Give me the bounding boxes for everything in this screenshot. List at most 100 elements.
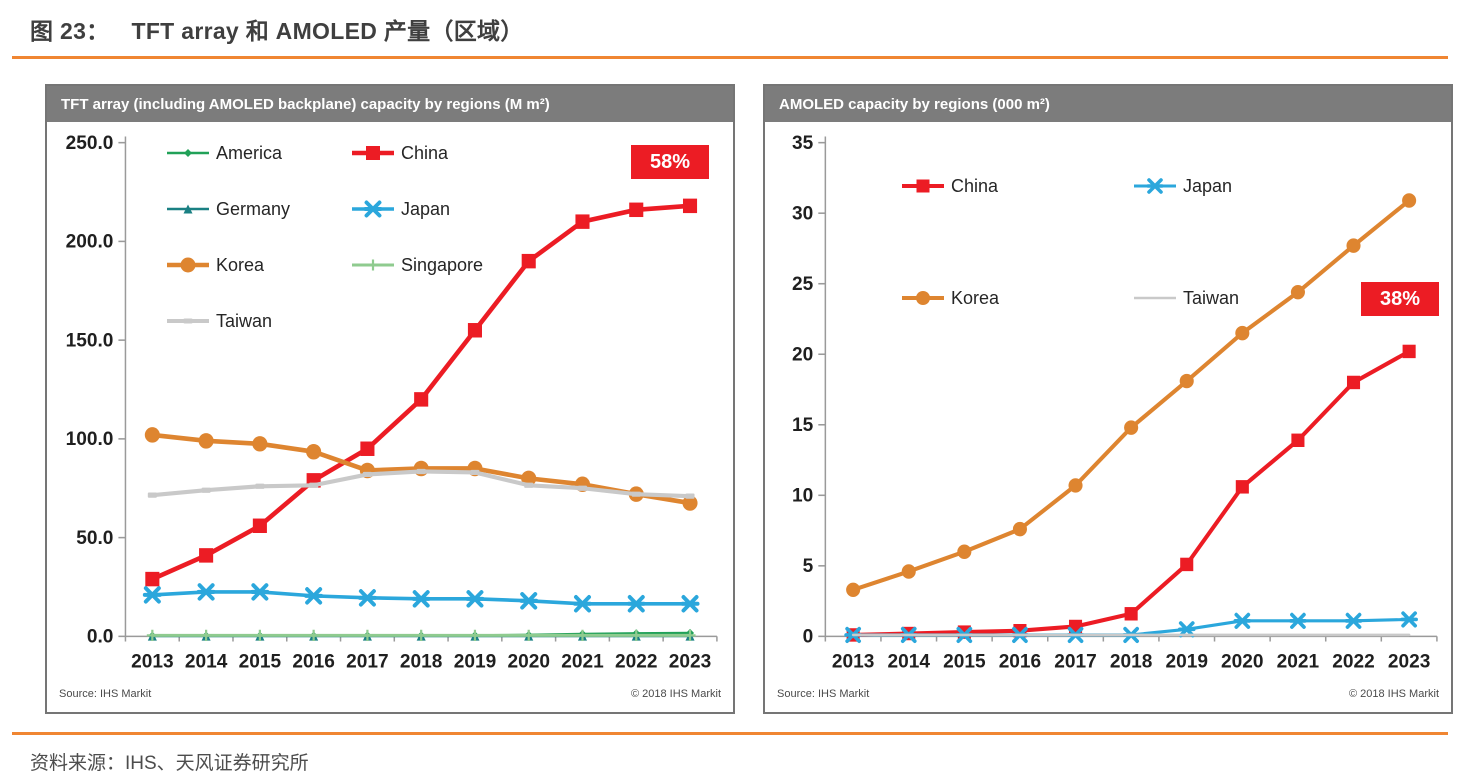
legend-item-korea: Korea bbox=[900, 287, 1132, 309]
line-chart-left: 0.0 50.0 100.0 150.0 200.0 250.0 2013 2014 2015 2… bbox=[66, 132, 718, 673]
legend-marker-america bbox=[167, 149, 209, 157]
legend-right: China Japan Korea Taiwan bbox=[900, 175, 1239, 309]
source-note: Source: IHS Markit bbox=[777, 688, 870, 700]
legend-label: Japan bbox=[1183, 175, 1233, 196]
title-divider bbox=[12, 56, 1448, 59]
legend-marker-china bbox=[902, 179, 944, 193]
legend-item-taiwan: Taiwan bbox=[165, 310, 350, 332]
legend-label: China bbox=[951, 175, 999, 196]
series-japan bbox=[142, 583, 700, 613]
amoled-chart-panel: AMOLED capacity by regions (000 m²) 0 5 10… bbox=[763, 84, 1453, 714]
legend-item-america: America bbox=[165, 142, 350, 164]
svg-text:30: 30 bbox=[792, 202, 813, 224]
svg-text:250.0: 250.0 bbox=[66, 132, 114, 154]
svg-text:2023: 2023 bbox=[1388, 650, 1431, 672]
svg-text:200.0: 200.0 bbox=[66, 230, 114, 252]
svg-text:50.0: 50.0 bbox=[76, 527, 113, 549]
legend-label: Japan bbox=[401, 198, 451, 219]
svg-text:2015: 2015 bbox=[239, 650, 282, 672]
svg-text:35: 35 bbox=[792, 132, 813, 154]
series-china bbox=[846, 344, 1416, 642]
svg-text:2013: 2013 bbox=[131, 650, 174, 672]
svg-text:2013: 2013 bbox=[832, 650, 875, 672]
legend-marker-taiwan bbox=[167, 318, 209, 324]
svg-text:2018: 2018 bbox=[1110, 650, 1153, 672]
svg-text:2020: 2020 bbox=[1221, 650, 1264, 672]
copyright-note: © 2018 IHS Markit bbox=[1348, 688, 1439, 700]
legend-label: Taiwan bbox=[1183, 287, 1240, 308]
legend-item-germany: Germany bbox=[165, 198, 350, 220]
legend-left: America China Germany Japan Korea Singapore Ta… bbox=[165, 142, 483, 332]
legend-marker-singapore bbox=[352, 259, 394, 271]
svg-text:2021: 2021 bbox=[1277, 650, 1320, 672]
figure-label: 图 23： bbox=[30, 18, 110, 44]
legend-label: America bbox=[216, 142, 283, 163]
legend-item-china: China bbox=[350, 142, 483, 164]
svg-text:2015: 2015 bbox=[943, 650, 986, 672]
chart-title-left: TFT array (including AMOLED backplane) c… bbox=[47, 86, 733, 122]
svg-text:100.0: 100.0 bbox=[66, 428, 114, 450]
legend-marker-taiwan bbox=[1134, 296, 1176, 300]
charts-row: TFT array (including AMOLED backplane) c… bbox=[45, 84, 1460, 714]
axis-labels: 0 5 10 15 20 25 30 35 2013 2014 2015 2016 2017 2018 20… bbox=[792, 132, 1431, 673]
svg-text:2017: 2017 bbox=[346, 650, 389, 672]
svg-text:0: 0 bbox=[803, 625, 814, 647]
legend-marker-korea bbox=[167, 257, 209, 273]
legend-item-singapore: Singapore bbox=[350, 254, 483, 276]
legend-label: Germany bbox=[216, 198, 291, 219]
caption-divider bbox=[12, 732, 1448, 735]
legend-label: Taiwan bbox=[216, 310, 273, 331]
legend-item-japan: Japan bbox=[350, 198, 483, 220]
legend-marker-china bbox=[352, 146, 394, 160]
svg-text:2017: 2017 bbox=[1054, 650, 1097, 672]
source-caption: 资料来源：IHS、天风证券研究所 bbox=[30, 753, 309, 774]
svg-text:2018: 2018 bbox=[400, 650, 443, 672]
line-chart-right: 0 5 10 15 20 25 30 35 2013 2014 2015 2016 2017 2018 20… bbox=[792, 132, 1438, 673]
legend-label: Singapore bbox=[401, 254, 484, 275]
svg-text:2022: 2022 bbox=[615, 650, 658, 672]
legend-marker-korea bbox=[902, 291, 944, 305]
legend-marker-japan bbox=[1134, 178, 1176, 194]
axis-labels: 0.0 50.0 100.0 150.0 200.0 250.0 2013 2014 2015 2… bbox=[66, 132, 712, 673]
svg-text:2019: 2019 bbox=[1165, 650, 1208, 672]
legend-label: Korea bbox=[216, 254, 265, 275]
series-singapore bbox=[146, 629, 696, 642]
plot-area-right: 0 5 10 15 20 25 30 35 2013 2014 2015 2016 2017 2018 20… bbox=[765, 122, 1451, 688]
copyright-note: © 2018 IHS Markit bbox=[630, 688, 721, 700]
tft-array-chart-panel: TFT array (including AMOLED backplane) c… bbox=[45, 84, 735, 714]
svg-text:2022: 2022 bbox=[1332, 650, 1375, 672]
svg-text:150.0: 150.0 bbox=[66, 329, 114, 351]
svg-text:2019: 2019 bbox=[454, 650, 497, 672]
legend-label: China bbox=[401, 142, 449, 163]
svg-text:2016: 2016 bbox=[292, 650, 335, 672]
svg-text:0.0: 0.0 bbox=[87, 625, 114, 647]
svg-text:2016: 2016 bbox=[999, 650, 1042, 672]
svg-text:2021: 2021 bbox=[561, 650, 604, 672]
chart-footer-right: Source: IHS Markit © 2018 IHS Markit bbox=[765, 688, 1451, 712]
source-note: Source: IHS Markit bbox=[59, 688, 152, 700]
legend-item-taiwan: Taiwan bbox=[1132, 287, 1239, 309]
page-title: 图 23： TFT array 和 AMOLED 产量（区域） bbox=[0, 0, 1460, 46]
series-korea bbox=[846, 193, 1417, 598]
china-share-badge-right: 38% bbox=[1360, 282, 1439, 316]
legend-item-japan: Japan bbox=[1132, 175, 1239, 197]
chart-title-right: AMOLED capacity by regions (000 m²) bbox=[765, 86, 1451, 122]
svg-text:2023: 2023 bbox=[669, 650, 712, 672]
china-share-badge-left: 58% bbox=[630, 145, 709, 179]
svg-text:25: 25 bbox=[792, 273, 813, 295]
legend-marker-germany bbox=[167, 204, 209, 214]
svg-text:20: 20 bbox=[792, 343, 813, 365]
figure-title: TFT array 和 AMOLED 产量（区域） bbox=[131, 18, 524, 44]
svg-text:2014: 2014 bbox=[887, 650, 930, 672]
legend-item-china: China bbox=[900, 175, 1132, 197]
legend-label: Korea bbox=[951, 287, 1000, 308]
legend-item-korea: Korea bbox=[165, 254, 350, 276]
svg-text:5: 5 bbox=[803, 555, 814, 577]
svg-text:2014: 2014 bbox=[185, 650, 228, 672]
svg-text:10: 10 bbox=[792, 484, 813, 506]
svg-text:2020: 2020 bbox=[507, 650, 550, 672]
series-taiwan bbox=[147, 468, 695, 499]
chart-footer-left: Source: IHS Markit © 2018 IHS Markit bbox=[47, 688, 733, 712]
legend-marker-japan bbox=[352, 200, 394, 218]
svg-text:15: 15 bbox=[792, 414, 813, 436]
